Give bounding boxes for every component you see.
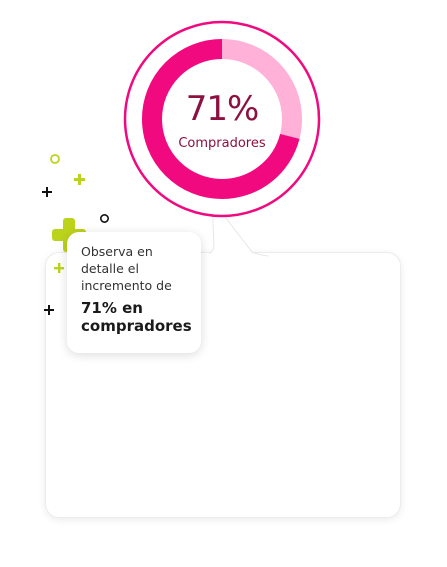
plus-icon [44,305,54,315]
circle-icon [50,154,60,164]
note-text: Observa en detalle el incremento de [81,244,172,293]
info-note-card: Observa en detalle el incremento de 71% … [67,232,201,353]
donut-value: 71% [185,89,260,129]
callout-tail [210,200,269,257]
donut-label: Compradores [178,136,266,151]
plus-icon [54,263,64,273]
plus-icon [42,187,52,197]
note-highlight: 71% en compradores [81,299,192,335]
circle-icon [99,213,110,224]
donut-chart: 71% Compradores [123,20,321,218]
plus-icon [74,174,85,185]
donut-svg [123,20,321,218]
donut-filled-segment [142,39,302,199]
